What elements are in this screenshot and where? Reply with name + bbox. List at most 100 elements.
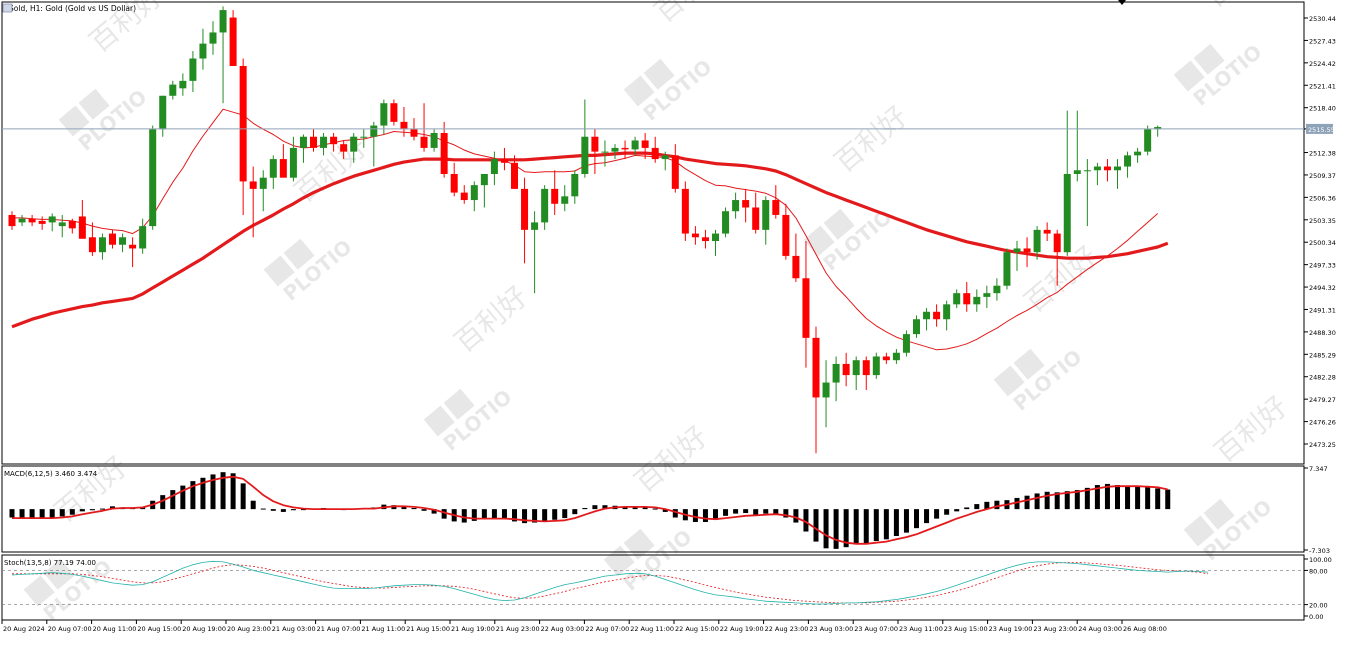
candle-body [521, 188, 529, 230]
price-tick-label: 2497.33 [1309, 262, 1336, 270]
macd-bar [522, 509, 528, 524]
ma-slow-line [11, 151, 1169, 329]
candle-body [480, 173, 488, 186]
symbol-icon[interactable] [2, 3, 13, 13]
macd-panel: 7.347 -7.303 MACD(6,12,5) 3.460 3.474 [1, 465, 1330, 555]
period-marker-icon [1118, 0, 1126, 5]
macd-bar [974, 504, 980, 510]
time-tick-label: 22 Aug 03:00 [541, 625, 585, 633]
candle-body [1144, 129, 1152, 152]
candle-body [109, 233, 116, 245]
time-tick-label: 20 Aug 15:00 [137, 625, 181, 633]
macd-bar [763, 509, 769, 514]
price-tick-label: 2521.41 [1309, 82, 1336, 90]
macd-bar [230, 473, 236, 510]
candle-body [400, 121, 408, 130]
macd-bar [260, 508, 266, 510]
price-panel: 2530.44 2527.43 2524.42 2521.41 2518.40 2515.… [1, 0, 1336, 465]
candle-body [28, 218, 36, 223]
candle-body [742, 200, 750, 208]
time-tick-label: 22 Aug 19:00 [720, 625, 764, 633]
candle-body [802, 278, 810, 338]
time-tick-label: 20 Aug 23:00 [227, 625, 271, 633]
time-tick-label: 22 Aug 23:00 [765, 625, 809, 633]
macd-bar [672, 509, 678, 518]
macd-bar [582, 508, 588, 510]
macd-bar [1155, 488, 1161, 510]
macd-bar [542, 509, 548, 522]
candle-body [199, 43, 207, 59]
time-tick-label: 20 Aug 2024 [3, 625, 45, 633]
candle-body [340, 144, 348, 152]
time-tick-label: 20 Aug 19:00 [182, 625, 226, 633]
macd-bar [873, 509, 879, 542]
macd-bar [1044, 491, 1050, 510]
candle-body [1063, 173, 1071, 253]
candle-body [601, 151, 609, 153]
candle-body [923, 311, 931, 320]
candle-body [490, 159, 498, 174]
macd-bar [793, 509, 799, 523]
macd-bar [300, 509, 306, 511]
stochastic-main-line [11, 560, 1209, 605]
candle-body [1083, 170, 1091, 172]
candle-body [902, 334, 910, 353]
price-tick-label: 2482.28 [1309, 374, 1336, 382]
candle-body [541, 188, 549, 223]
candle-body [631, 140, 639, 150]
stochastic-levels [2, 570, 1304, 605]
candle-body [581, 136, 589, 174]
candle-body [420, 136, 428, 148]
time-tick-label: 21 Aug 11:00 [361, 625, 405, 633]
time-axis: 20 Aug 2024 20 Aug 07:00 20 Aug 11:00 20 Au… [1, 619, 1304, 633]
macd-bar [863, 509, 869, 544]
macd-bar [39, 509, 45, 519]
macd-bar [471, 509, 477, 521]
time-tick-label: 21 Aug 03:00 [272, 625, 316, 633]
candle-body [179, 80, 187, 89]
candle-body [701, 237, 709, 242]
macd-bar [713, 509, 718, 520]
macd-bar [401, 506, 407, 510]
candle-body [691, 233, 699, 238]
candle-body [561, 196, 569, 204]
macd-bar [914, 509, 919, 529]
candle-body [1124, 155, 1132, 167]
candle-body [772, 200, 780, 215]
time-tick-label: 20 Aug 11:00 [93, 625, 137, 633]
candle-body [310, 136, 317, 148]
candle-body [511, 162, 518, 189]
macd-bar [883, 509, 889, 540]
macd-bar [240, 483, 246, 510]
macd-bar [431, 509, 437, 514]
macd-axis: 7.347 -7.303 [1304, 465, 1330, 555]
macd-bar [481, 509, 487, 519]
macd-bar [622, 507, 628, 510]
macd-bar [501, 509, 507, 520]
macd-bar [833, 509, 839, 549]
time-tick-label: 23 Aug 23:00 [1033, 625, 1077, 633]
time-tick-label: 23 Aug 15:00 [944, 625, 988, 633]
price-axis: 2530.44 2527.43 2524.42 2521.41 2518.40 2515.… [1304, 15, 1336, 449]
candle-body [330, 136, 338, 145]
candle-body [963, 293, 971, 305]
candle-body [88, 237, 96, 253]
candle-body [119, 237, 127, 245]
macd-bar [1064, 491, 1070, 510]
candle-body [450, 173, 458, 193]
price-tick-label: 2476.26 [1309, 419, 1336, 427]
macd-bar [662, 509, 668, 512]
candle-body [360, 136, 368, 138]
time-tick-label: 21 Aug 15:00 [406, 625, 450, 633]
macd-bar [250, 500, 256, 510]
macd-bar [994, 500, 1000, 510]
macd-bar [753, 509, 759, 515]
watermark-text-cn: 百利好 [628, 420, 714, 499]
candle-body [782, 214, 790, 256]
candle-body [219, 10, 227, 33]
